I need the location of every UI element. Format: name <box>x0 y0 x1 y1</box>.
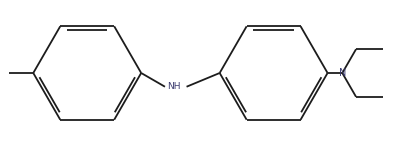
Text: NH: NH <box>167 82 181 91</box>
Text: N: N <box>339 68 346 78</box>
